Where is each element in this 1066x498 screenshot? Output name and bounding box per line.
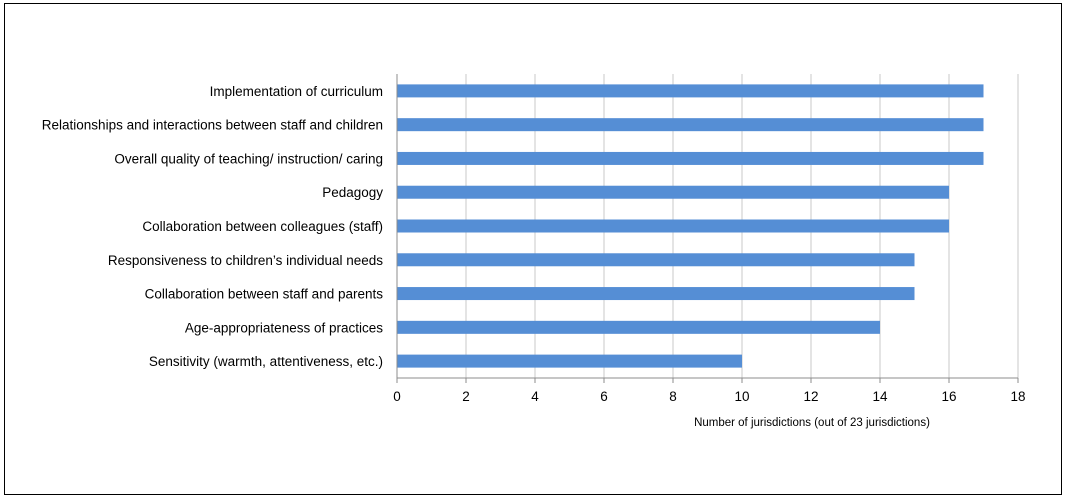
x-tick-label: 12 (803, 389, 818, 404)
x-tick-label: 10 (734, 389, 749, 404)
category-label: Relationships and interactions between s… (42, 118, 383, 133)
category-label: Implementation of curriculum (210, 84, 383, 99)
x-axis-title: Number of jurisdictions (out of 23 juris… (694, 417, 930, 429)
x-axis: 0 2 4 6 8 10 12 14 16 18 (393, 74, 1026, 404)
bar (397, 354, 742, 368)
bar (397, 219, 949, 233)
x-tick-label: 8 (669, 389, 677, 404)
x-tick-label: 2 (462, 389, 470, 404)
bar (397, 185, 949, 199)
category-label: Responsiveness to children’s individual … (108, 253, 383, 268)
bar (397, 118, 984, 132)
x-tick-label: 14 (872, 389, 888, 404)
category-label: Sensitivity (warmth, attentiveness, etc.… (149, 354, 383, 369)
category-label: Overall quality of teaching/ instruction… (114, 151, 383, 166)
bar (397, 320, 880, 334)
category-label: Pedagogy (322, 185, 383, 200)
x-tick-label: 16 (941, 389, 956, 404)
category-label: Collaboration between colleagues (staff) (142, 219, 383, 234)
x-tick-label: 6 (600, 389, 608, 404)
bar (397, 151, 984, 165)
bars (397, 84, 984, 368)
bar (397, 84, 984, 98)
category-label: Collaboration between staff and parents (145, 287, 384, 302)
x-tick-label: 0 (393, 389, 401, 404)
category-labels: Implementation of curriculum Relationship… (42, 84, 383, 369)
bar (397, 287, 915, 301)
bar (397, 253, 915, 267)
category-label: Age-appropriateness of practices (185, 320, 383, 335)
x-tick-label: 4 (531, 389, 539, 404)
x-tick-label: 18 (1010, 389, 1025, 404)
